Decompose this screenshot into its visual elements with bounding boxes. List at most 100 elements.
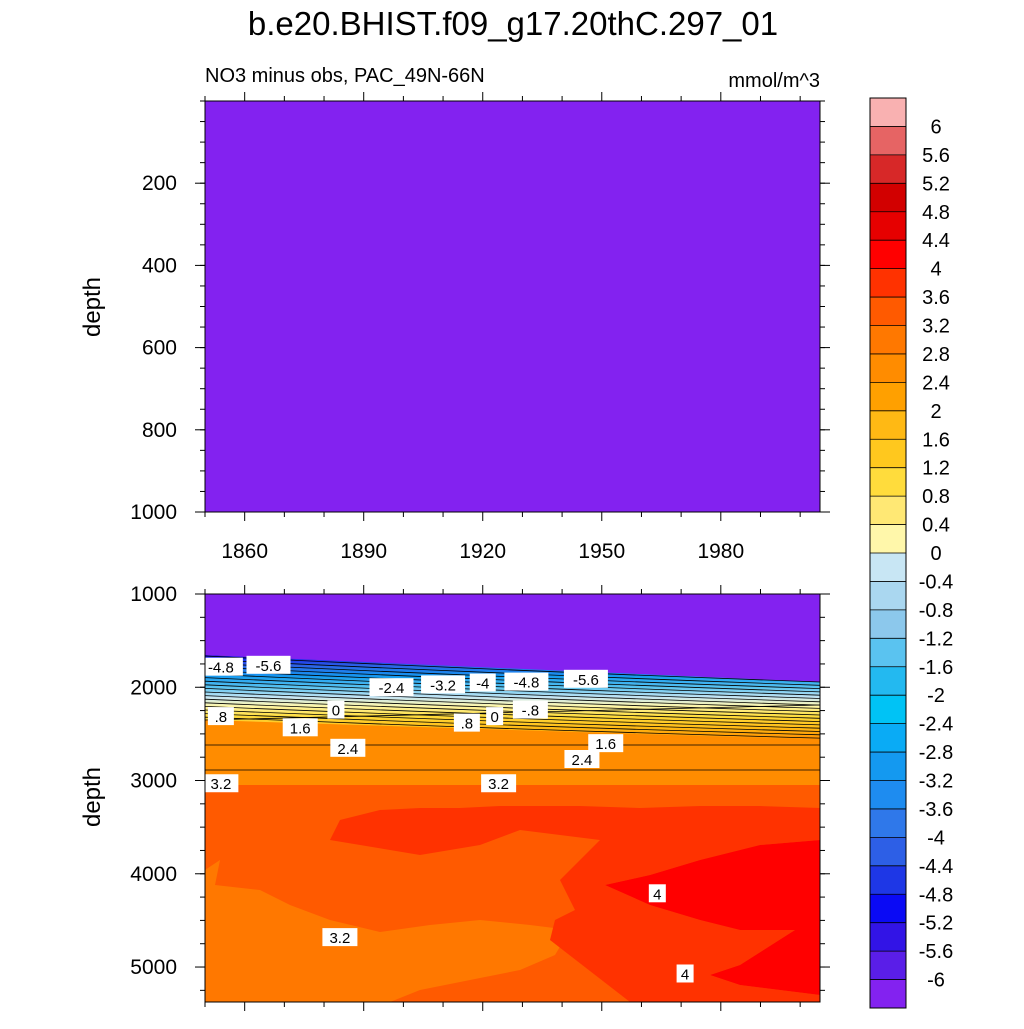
colorbar-label: 0.8 — [922, 486, 950, 508]
contour-line — [205, 706, 820, 729]
contour-label-box — [504, 672, 549, 691]
contour-label-box — [282, 718, 318, 737]
contour-label: 1.6 — [588, 734, 624, 753]
contour-label: -4.8 — [205, 657, 243, 677]
upper-panel: 1860 1890 1920 1950 1980 200 400 600 800 1000 — [130, 92, 830, 563]
contour-label: -3.2 — [421, 675, 466, 694]
colorbar-swatch — [870, 154, 906, 184]
x-tick-label: 1980 — [697, 540, 744, 563]
colorbar-swatch — [870, 524, 906, 553]
upper-ylabel: depth — [79, 277, 106, 337]
contour-label-box — [563, 669, 608, 688]
y-tick-label: 3000 — [130, 770, 177, 793]
colorbar-label: -3.6 — [919, 799, 953, 821]
y-tick-label: 600 — [142, 337, 177, 360]
contour-label-text: -5.6 — [573, 672, 599, 689]
contour-label-text: -4.8 — [208, 660, 234, 677]
y-tick-label: 800 — [142, 419, 177, 442]
colorbar-swatch — [870, 638, 906, 667]
contour-label-text: -2.4 — [379, 680, 405, 697]
colorbar-label: -4.8 — [919, 884, 953, 906]
y-tick-label: 200 — [142, 172, 177, 195]
contour-label-text: -5.6 — [256, 658, 282, 675]
colorbar-label: 3.2 — [922, 316, 950, 338]
colorbar-label: 6 — [930, 116, 941, 138]
colorbar-swatch — [870, 922, 906, 952]
colorbar-label: -0.4 — [919, 571, 953, 593]
contour-label-text: 3.2 — [329, 930, 350, 947]
contour-label-box — [453, 713, 480, 732]
colorbar-swatch — [870, 297, 906, 326]
colorbar-swatch — [870, 98, 906, 127]
contour-label-box — [648, 884, 666, 903]
contour-label-box — [205, 657, 243, 676]
y-tick-label: 1000 — [130, 583, 177, 606]
contour-label-box — [486, 707, 504, 726]
upper-panel-fill — [205, 101, 820, 512]
colorbar-swatch — [870, 439, 906, 468]
contour-label-text: 2.4 — [572, 752, 593, 769]
contour-label-text: -4 — [476, 676, 489, 693]
contour-label-text: -3.2 — [430, 677, 456, 694]
colorbar-label: 3.6 — [922, 287, 950, 309]
contour-label-text: .8 — [215, 709, 228, 726]
colorbar-swatch — [870, 211, 906, 241]
colorbar-label: -2.8 — [919, 742, 953, 764]
contour-label-box — [246, 655, 291, 674]
contour-line — [205, 704, 820, 721]
colorbar-label: 1.6 — [922, 429, 950, 451]
contour-label-text: -.8 — [522, 703, 540, 720]
contour-line — [205, 698, 820, 722]
contour-label: -5.6 — [246, 655, 291, 675]
colorbar-swatch — [870, 553, 906, 582]
colorbar-label: 2 — [930, 401, 941, 423]
colorbar-swatch — [870, 780, 906, 809]
colorbar-swatch — [870, 496, 906, 525]
x-tick-label: 1920 — [459, 540, 506, 563]
contour-label: 3.2 — [322, 928, 358, 947]
contour-label: 0 — [327, 700, 345, 720]
colorbar-swatch — [870, 126, 906, 155]
contour-line — [205, 691, 820, 716]
x-tick-label: 1860 — [221, 540, 268, 563]
contour-label: 4 — [676, 964, 694, 983]
colorbar-swatch — [870, 382, 906, 411]
colorbar-swatch — [870, 723, 906, 753]
upper-ticks: 1860 1890 1920 1950 1980 200 400 600 800 1000 — [130, 92, 830, 563]
contour-line — [205, 709, 820, 732]
contour-labels: -4.8 -5.6 -2.4 -3.2 -4 -4.8 -5.6 .8 1.6 0 2.4 .8 0 -.… — [205, 655, 694, 983]
contour-label-text: 3.2 — [488, 776, 509, 793]
y-tick-label: 4000 — [130, 863, 177, 886]
contour-label-box — [327, 700, 345, 719]
contour-label: .8 — [207, 707, 234, 726]
colorbar-label: -2 — [927, 685, 945, 707]
colorbar-label: -2.4 — [919, 714, 953, 736]
colorbar-label: -3.2 — [919, 771, 953, 793]
contour-label-box — [205, 774, 239, 793]
contour-label: -5.6 — [563, 669, 608, 689]
contour-label: 2.4 — [564, 749, 600, 769]
y-tick-label: 5000 — [130, 956, 177, 979]
colorbar-label: 1.2 — [922, 458, 950, 480]
colorbar-label: -1.6 — [919, 657, 953, 679]
colorbar-label: 0.4 — [922, 515, 950, 537]
contour-label-box — [330, 738, 366, 757]
colorbar-swatch — [870, 808, 906, 838]
colorbar-swatch — [870, 752, 906, 781]
colorbar-label: -0.8 — [919, 600, 953, 622]
contour-label-text: 1.6 — [290, 720, 311, 737]
units-label: mmol/m^3 — [728, 70, 820, 92]
contour-label-text: 0 — [490, 709, 498, 726]
colorbar: -6 -5.6 -5.2 -4.8 -4.4 -4 -3.6 -3.2 -2.8 -2.4 -2 -1… — [869, 97, 953, 1009]
colorbar-swatch — [870, 951, 906, 980]
y-tick-label: 400 — [142, 254, 177, 277]
contour-label-text: 2.4 — [337, 741, 358, 758]
band-red-deep — [605, 840, 820, 995]
contour-label-text: .8 — [461, 716, 474, 733]
band-red-mid — [330, 806, 820, 1002]
contour-label: 1.6 — [282, 718, 318, 737]
contour-label-box — [369, 678, 414, 697]
contour-label: -2.4 — [369, 678, 414, 697]
left-subtitle: NO3 minus obs, PAC_49N-66N — [205, 65, 485, 87]
